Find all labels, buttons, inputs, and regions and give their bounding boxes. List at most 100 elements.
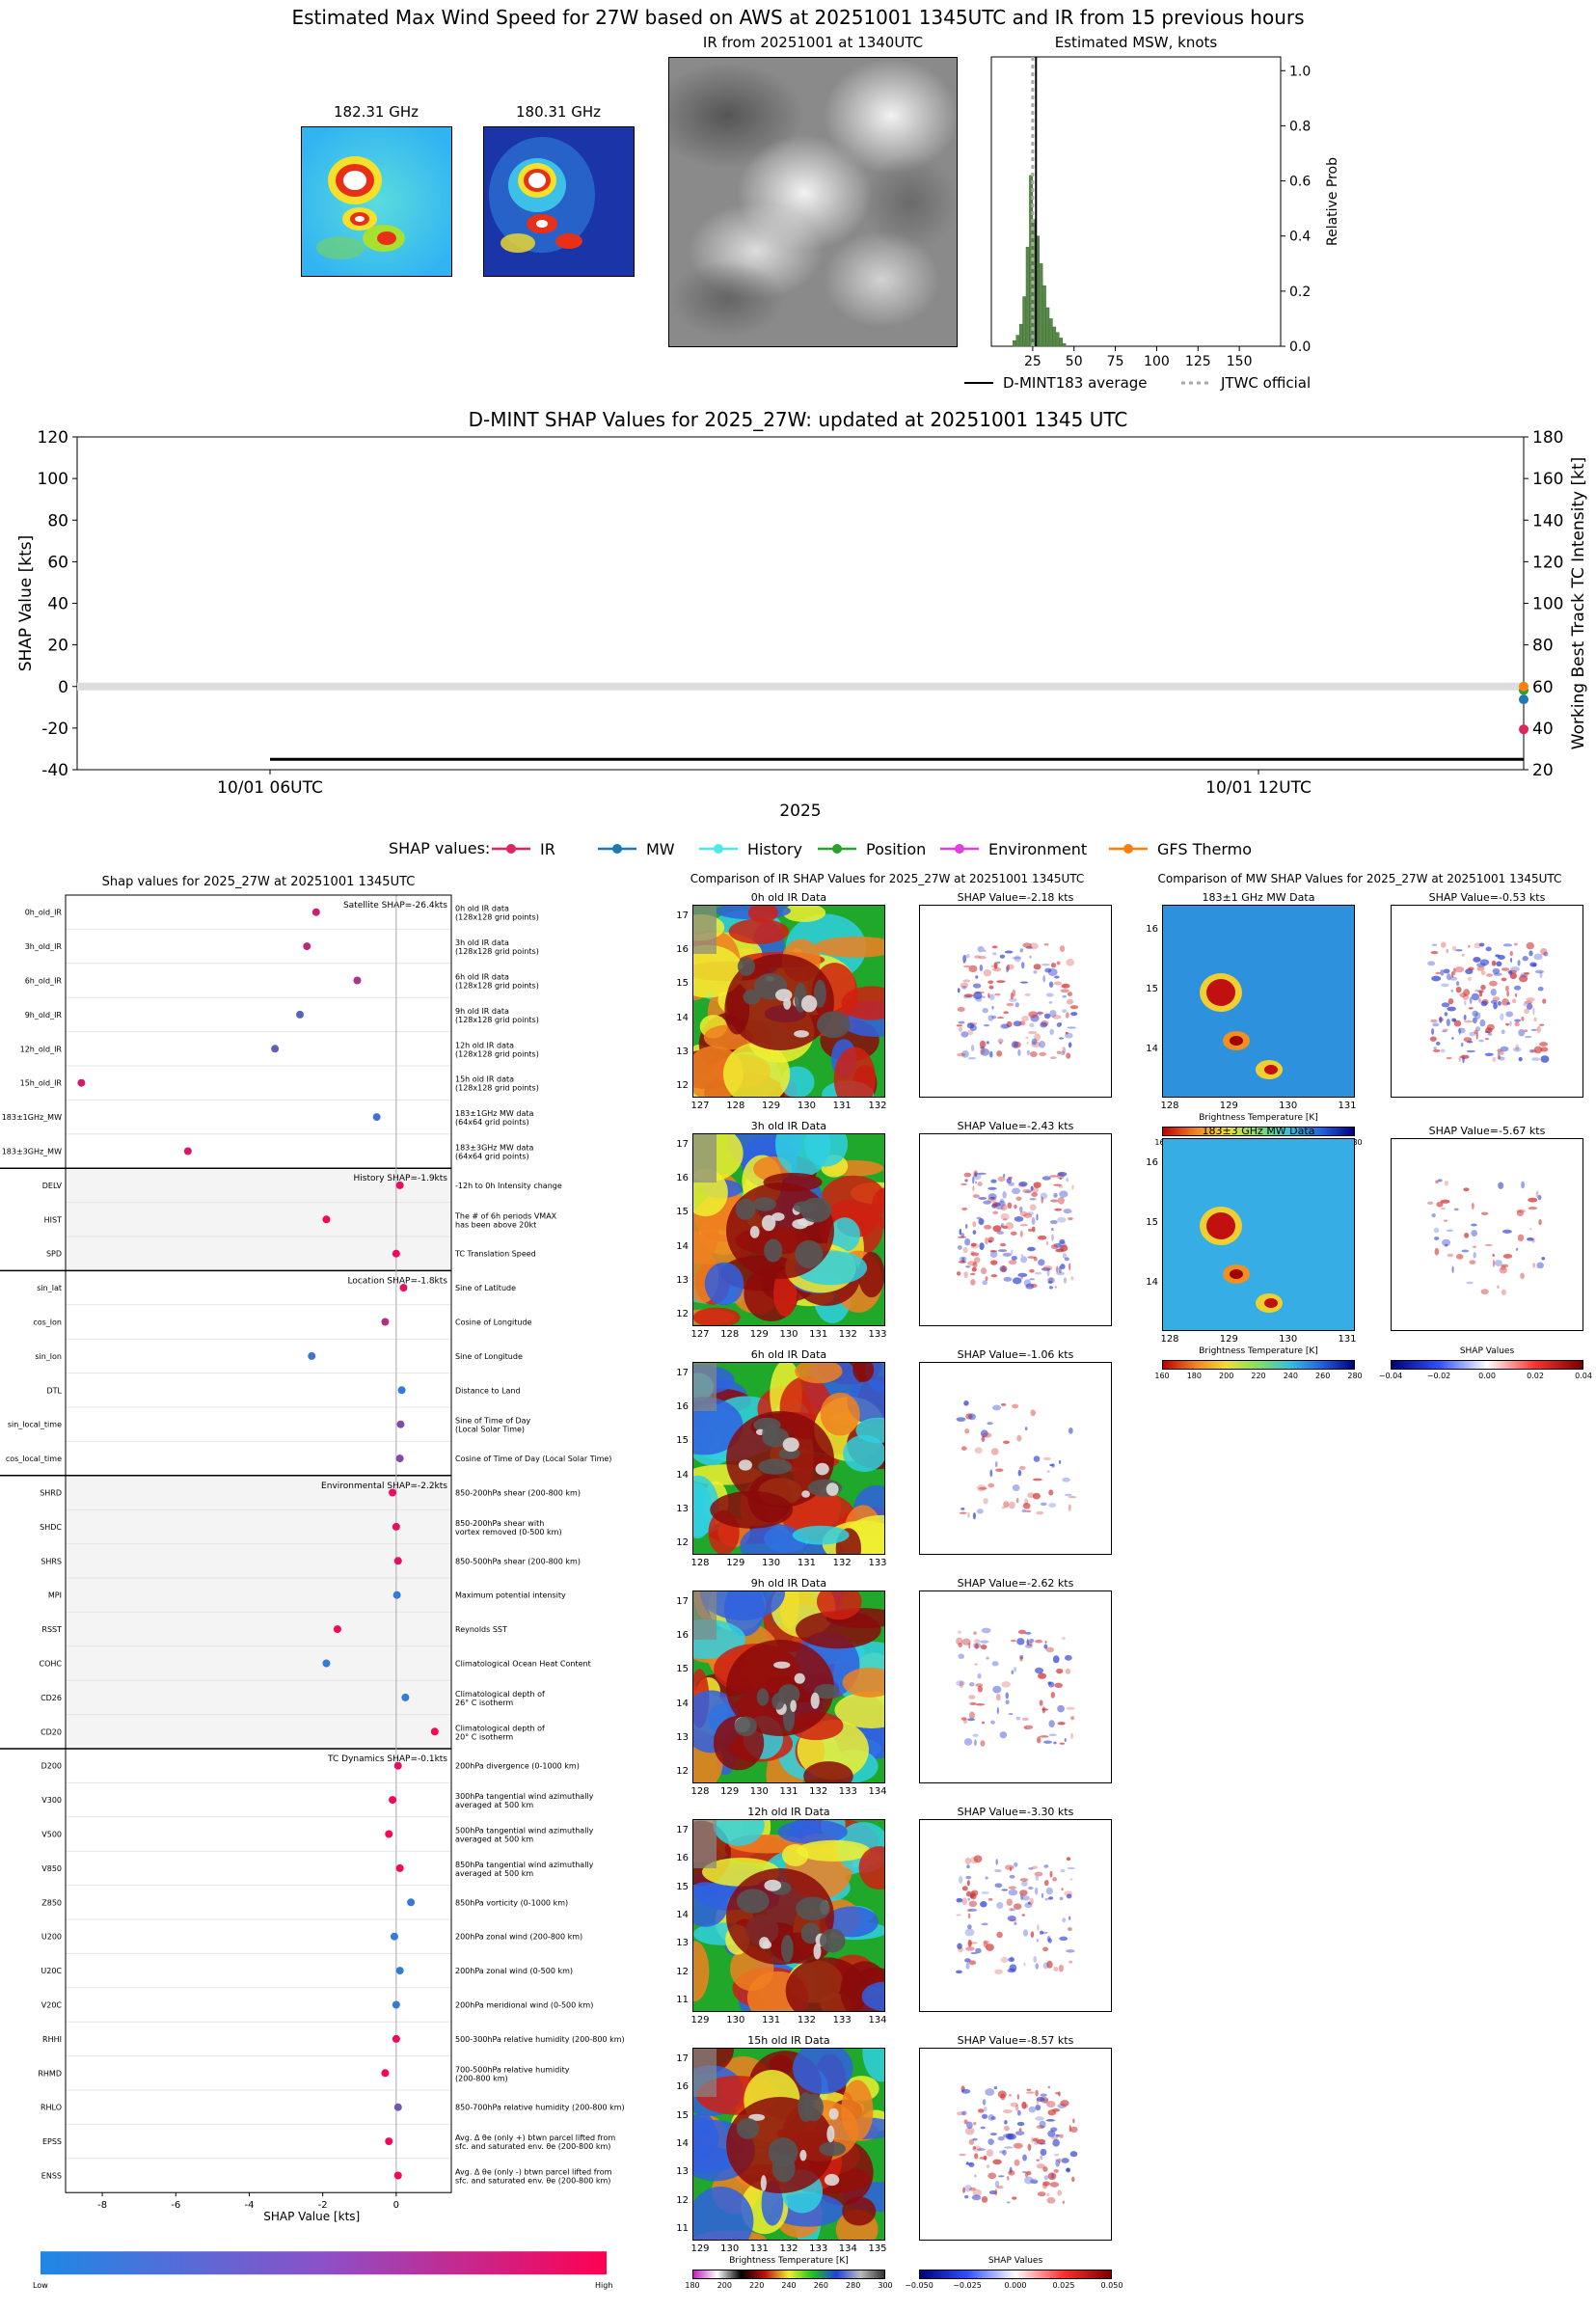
ir-title: IR from 20251001 at 1340UTC <box>702 34 924 51</box>
fs-xtick-label: 0 <box>393 2200 399 2211</box>
mw-bt-colorbar-tick: 180 <box>1186 1372 1202 1380</box>
ir-lat-tick: 15 <box>676 1664 689 1675</box>
ts-ytick-label: 80 <box>47 511 68 530</box>
feature-point <box>381 2069 390 2078</box>
ir-lon-tick: 132 <box>868 1101 887 1111</box>
feature-desc: 183±1GHz MW data <box>455 1109 533 1118</box>
ir-lat-tick: 11 <box>676 2223 689 2234</box>
ts-xtick-label: 10/01 06UTC <box>217 778 323 798</box>
ir-lon-tick: 129 <box>720 1786 740 1797</box>
ir-lon-tick: 130 <box>726 2015 745 2026</box>
mw-bt-colorbar-label: Brightness Temperature [K] <box>1199 1346 1318 1356</box>
feature-desc: 200hPa meridional wind (0-500 km) <box>455 2001 593 2010</box>
mw-lat-tick: 14 <box>1146 1044 1158 1054</box>
feature-desc: averaged at 500 km <box>455 1801 533 1809</box>
mw-lat-tick: 16 <box>1146 1157 1158 1168</box>
feature-name: cos_lon <box>33 1319 62 1327</box>
ir-lon-tick: 127 <box>690 1101 710 1111</box>
feature-name: 183±3GHz_MW <box>2 1148 62 1156</box>
ir-lat-tick: 13 <box>676 1274 689 1286</box>
ir-data-title: 9h old IR Data <box>750 1577 827 1590</box>
ir-lon-tick: 133 <box>809 2243 828 2254</box>
ir-lat-tick: 16 <box>676 944 689 956</box>
mw2-image <box>483 126 635 277</box>
ir-lon-tick: 128 <box>690 1786 710 1797</box>
feature-name: 15h_old_IR <box>20 1079 63 1088</box>
mw-bt-colorbar <box>1162 1127 1355 1136</box>
feature-desc: 183±3GHz MW data <box>455 1144 533 1153</box>
hist-bar <box>1039 263 1043 347</box>
ts-legend-marker <box>612 844 622 854</box>
feature-point <box>393 1557 402 1565</box>
ir-bt-colorbar-tick: 200 <box>717 2281 732 2290</box>
ir-bt-colorbar-tick: 260 <box>813 2281 828 2290</box>
mw-bt-colorbar-tick: 280 <box>1347 1138 1363 1147</box>
mw-lat-tick: 14 <box>1146 1277 1158 1288</box>
msw-histogram: 25 50 75 100 125 150 0.0 0.2 0.4 0.6 0.8 1.0 Relativ… <box>964 56 1340 392</box>
ts-ytick-right-label: 80 <box>1532 637 1554 656</box>
feature-point <box>392 1522 400 1531</box>
ts-ytick-label: 40 <box>47 595 68 614</box>
feature-desc: 6h old IR data <box>455 973 509 982</box>
ir-data-title: 0h old IR Data <box>750 891 827 904</box>
mw-data-title: 183±1 GHz MW Data <box>1202 891 1315 904</box>
fs-xtick-label: -4 <box>244 2200 254 2211</box>
ts-ytick-label: 100 <box>38 470 68 489</box>
ir-shap-colorbar-tick: 0.050 <box>1100 2281 1123 2290</box>
feature-name: sin_local_time <box>8 1421 62 1429</box>
ir-lat-tick: 14 <box>676 1012 689 1023</box>
feature-point <box>322 1659 331 1668</box>
feature-desc: averaged at 500 km <box>455 1869 533 1878</box>
ir-shap-image <box>919 1133 1112 1326</box>
feature-desc: (128x128 grid points) <box>455 1016 539 1024</box>
ir-lat-tick: 17 <box>676 2053 689 2064</box>
ir-data-image <box>692 2048 885 2241</box>
main-title: Estimated Max Wind Speed for 27W based o… <box>291 6 1305 29</box>
ir-shap-image <box>919 1591 1112 1783</box>
feature-name: RHMD <box>38 2069 62 2078</box>
ir-lon-tick: 129 <box>762 1101 781 1111</box>
mw-shap-colorbar <box>1391 1360 1583 1370</box>
ts-xtick-label: 10/01 12UTC <box>1205 778 1312 798</box>
feature-name: 12h_old_IR <box>20 1045 63 1053</box>
ir-lon-tick: 130 <box>762 1558 781 1568</box>
feature-desc: Reynolds SST <box>455 1625 507 1634</box>
feature-desc: 850-500hPa shear (200-800 km) <box>455 1557 581 1565</box>
feature-desc: 300hPa tangential wind azimuthally <box>455 1792 594 1801</box>
ir-lon-tick: 131 <box>779 1786 798 1797</box>
mw-shap-colorbar-tick: 0.00 <box>1478 1372 1496 1380</box>
feature-desc: -12h to 0h Intensity change <box>455 1182 562 1190</box>
feature-desc: (128x128 grid points) <box>455 1084 539 1093</box>
ir-lon-tick: 135 <box>868 2243 887 2254</box>
colorbar-low: Low <box>33 2281 48 2290</box>
mw-shap-title: SHAP Value=-0.53 kts <box>1428 891 1546 904</box>
feature-desc: 20° C isotherm <box>455 1732 513 1741</box>
mw-shap-image <box>1391 1138 1583 1331</box>
feature-point <box>392 1591 401 1599</box>
mw-shap-title: SHAP Value=-5.67 kts <box>1428 1125 1546 1137</box>
ir-lat-tick: 12 <box>676 1080 689 1091</box>
feature-desc: The # of 6h periods VMAX <box>454 1211 557 1220</box>
ir-lat-tick: 16 <box>676 1173 689 1184</box>
ir-lat-tick: 11 <box>676 1995 689 2005</box>
mw1-title: 182.31 GHz <box>333 103 419 121</box>
feature-name: V500 <box>41 1831 62 1839</box>
feature-name: 9h_old_IR <box>25 1011 63 1020</box>
feature-desc: Cosine of Time of Day (Local Solar Time) <box>455 1455 611 1463</box>
feature-point <box>393 2171 402 2180</box>
ir-lat-tick: 14 <box>676 1698 689 1709</box>
ir-lon-tick: 131 <box>797 1558 816 1568</box>
feature-desc: Avg. Δ θe (only +) btwn parcel lifted fr… <box>455 2134 615 2142</box>
feature-desc: (64x64 grid points) <box>455 1118 529 1127</box>
feature-desc: 850hPa tangential wind azimuthally <box>455 1861 594 1869</box>
feature-name: 183±1GHz_MW <box>2 1113 62 1122</box>
feature-name: cos_local_time <box>6 1455 62 1463</box>
mw-bt-colorbar-tick: 160 <box>1154 1372 1170 1380</box>
hist-xtick-label: 25 <box>1024 354 1041 369</box>
ir-shap-colorbar-tick: 0.000 <box>1004 2281 1027 2290</box>
mw-shap-colorbar-tick: 0.02 <box>1527 1372 1544 1380</box>
ir-shap-title: SHAP Value=-2.43 kts <box>957 1120 1074 1132</box>
ts-ytick-label: 120 <box>38 429 68 448</box>
ts-legend-label: MW <box>646 840 675 858</box>
ir-data-title: 3h old IR Data <box>750 1120 827 1132</box>
